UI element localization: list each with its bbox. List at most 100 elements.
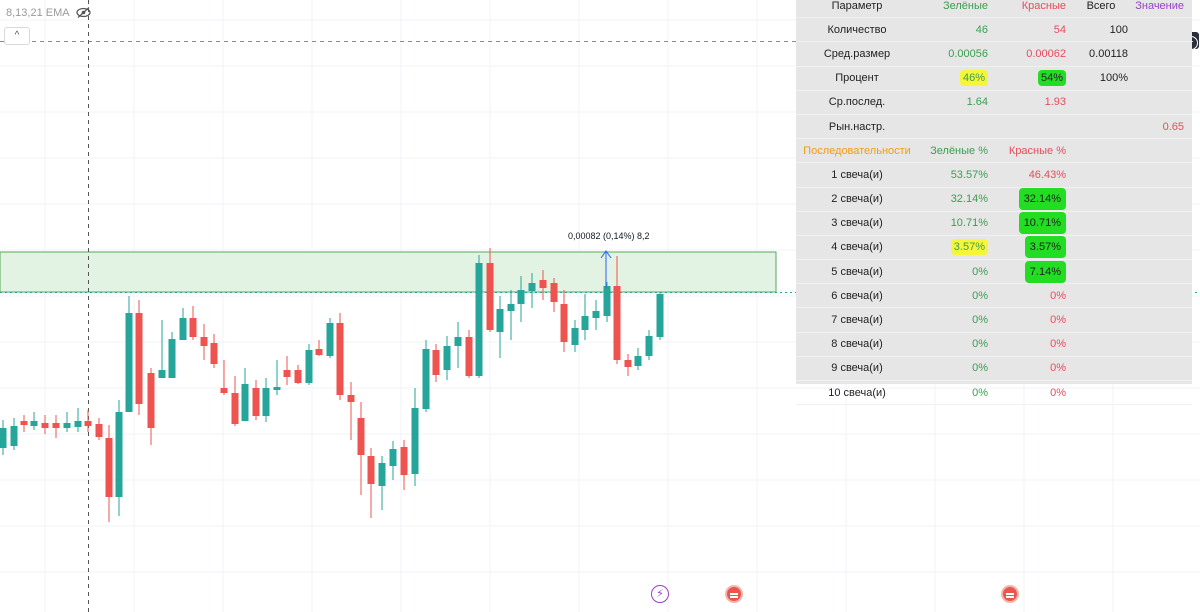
sequence-header-row: Последовательности Зелёные % Красные % xyxy=(796,138,1192,164)
bullish-candle[interactable] xyxy=(158,370,166,378)
table-row: 9 свеча(и) 0% 0% xyxy=(796,356,1192,382)
bearish-candle[interactable] xyxy=(41,423,49,428)
green-cell: 32.14% xyxy=(918,187,994,212)
measure-annotation: 0,00082 (0,14%) 8,2 xyxy=(568,231,650,241)
bullish-candle[interactable] xyxy=(634,356,642,366)
bearish-candle[interactable] xyxy=(613,286,621,360)
total-cell: 100% xyxy=(1074,66,1134,91)
bullish-candle[interactable] xyxy=(454,337,462,346)
bullish-candle[interactable] xyxy=(30,421,38,426)
bullish-candle[interactable] xyxy=(571,328,579,345)
bullish-candle[interactable] xyxy=(528,283,536,291)
bearish-candle[interactable] xyxy=(624,360,632,367)
bearish-candle[interactable] xyxy=(135,313,143,404)
bullish-candle[interactable] xyxy=(74,421,82,427)
us-flag-icon[interactable] xyxy=(1001,585,1019,603)
sequence-label: 7 свеча(и) xyxy=(796,307,918,333)
bullish-candle[interactable] xyxy=(262,388,270,416)
value-cell xyxy=(1134,17,1192,43)
sequence-label: 9 свеча(и) xyxy=(796,356,918,382)
bullish-candle[interactable] xyxy=(115,412,123,497)
bullish-candle[interactable] xyxy=(389,449,397,466)
bearish-candle[interactable] xyxy=(52,423,60,428)
bearish-candle[interactable] xyxy=(432,350,440,375)
red-cell xyxy=(994,114,1074,140)
bearish-candle[interactable] xyxy=(84,421,92,426)
bullish-candle[interactable] xyxy=(603,286,611,316)
bearish-candle[interactable] xyxy=(220,388,228,393)
bullish-candle[interactable] xyxy=(378,463,386,486)
bullish-candle[interactable] xyxy=(422,349,430,409)
bearish-candle[interactable] xyxy=(486,263,494,330)
red-cell: 7.14% xyxy=(1024,260,1066,283)
bullish-candle[interactable] xyxy=(645,336,653,356)
table-row: 8 свеча(и) 0% 0% xyxy=(796,332,1192,357)
bullish-candle[interactable] xyxy=(63,423,71,428)
eye-off-icon[interactable] xyxy=(76,7,91,18)
bullish-candle[interactable] xyxy=(496,309,504,332)
bearish-candle[interactable] xyxy=(105,438,113,497)
red-cell: 0.00062 xyxy=(994,41,1074,67)
green-cell: 0% xyxy=(918,380,994,406)
bearish-candle[interactable] xyxy=(465,337,473,376)
bullish-candle[interactable] xyxy=(656,294,664,337)
bearish-candle[interactable] xyxy=(210,343,218,364)
collapse-legend-button[interactable]: ^ xyxy=(4,27,30,45)
table-row: Количество 46 54 100 xyxy=(796,17,1192,43)
bullish-candle[interactable] xyxy=(125,313,133,412)
bearish-candle[interactable] xyxy=(231,393,239,424)
value-cell xyxy=(1134,66,1192,91)
bearish-candle[interactable] xyxy=(357,418,365,455)
green-cell: 46% xyxy=(959,70,988,87)
bearish-candle[interactable] xyxy=(315,349,323,355)
red-cell: 0% xyxy=(994,380,1074,406)
bullish-candle[interactable] xyxy=(10,426,18,446)
bullish-candle[interactable] xyxy=(517,290,525,304)
indicator-label: 8,13,21 EMA xyxy=(6,7,69,19)
table-row: 1 свеча(и) 53.57% 46.43% xyxy=(796,162,1192,188)
table-row: 6 свеча(и) 0% 0% xyxy=(796,283,1192,309)
bearish-candle[interactable] xyxy=(200,337,208,346)
bullish-candle[interactable] xyxy=(0,428,7,448)
bearish-candle[interactable] xyxy=(95,424,103,437)
bullish-candle[interactable] xyxy=(168,339,176,378)
bearish-candle[interactable] xyxy=(560,304,568,342)
bullish-candle[interactable] xyxy=(475,263,483,376)
bullish-candle[interactable] xyxy=(411,408,419,474)
red-cell: 0% xyxy=(994,332,1074,357)
bearish-candle[interactable] xyxy=(189,318,197,337)
bearish-candle[interactable] xyxy=(283,370,291,377)
bullish-candle[interactable] xyxy=(241,384,249,421)
us-flag-icon[interactable] xyxy=(725,585,743,603)
sequence-header-green: Зелёные % xyxy=(918,138,994,164)
green-cell: 0.00056 xyxy=(918,41,994,67)
bearish-candle[interactable] xyxy=(550,283,558,302)
green-cell: 1.64 xyxy=(918,90,994,115)
table-header-row: Параметр Зелёные Красные Всего Значение xyxy=(796,0,1192,19)
green-cell: 0% xyxy=(918,259,994,285)
green-cell: 0% xyxy=(918,332,994,357)
supply-zone[interactable] xyxy=(0,251,777,293)
bearish-candle[interactable] xyxy=(400,447,408,475)
row-label: Процент xyxy=(796,66,918,91)
bullish-candle[interactable] xyxy=(507,304,515,311)
bullish-candle[interactable] xyxy=(581,316,589,330)
indicator-legend[interactable]: 8,13,21 EMA xyxy=(6,7,91,19)
bearish-candle[interactable] xyxy=(20,421,28,425)
bullish-candle[interactable] xyxy=(179,318,187,340)
bullish-candle[interactable] xyxy=(592,311,600,318)
bearish-candle[interactable] xyxy=(347,395,355,402)
bearish-candle[interactable] xyxy=(539,280,547,288)
table-row: 4 свеча(и) 3.57% 3.57% xyxy=(796,235,1192,261)
bearish-candle[interactable] xyxy=(336,323,344,395)
bearish-candle[interactable] xyxy=(252,388,260,416)
bullish-candle[interactable] xyxy=(326,323,334,356)
lightning-icon[interactable]: ⚡ xyxy=(651,585,669,603)
bearish-candle[interactable] xyxy=(294,370,302,383)
bearish-candle[interactable] xyxy=(147,373,155,428)
bullish-candle[interactable] xyxy=(273,387,281,390)
bullish-candle[interactable] xyxy=(443,346,451,370)
red-cell: 0% xyxy=(994,307,1074,333)
bullish-candle[interactable] xyxy=(305,350,313,383)
bearish-candle[interactable] xyxy=(367,456,375,484)
